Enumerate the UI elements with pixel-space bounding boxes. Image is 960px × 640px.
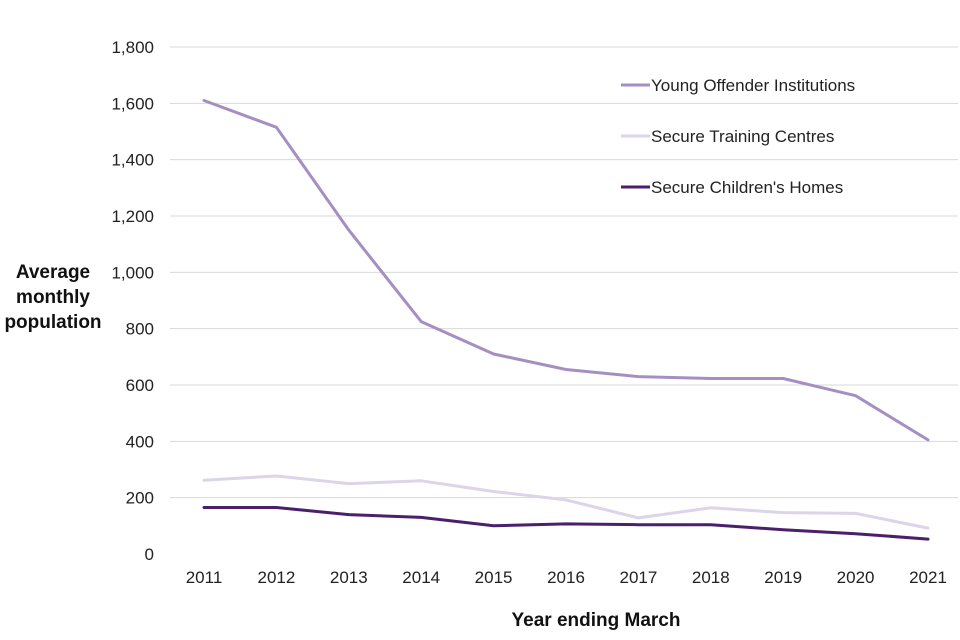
series-young-offender-institutions [202, 99, 930, 442]
y-axis-title-line-2: monthly [16, 287, 90, 308]
x-tick-label: 2016 [547, 568, 585, 587]
y-axis-title-line-3: population [4, 312, 101, 333]
series-lines [202, 99, 930, 541]
y-tick-label: 1,200 [111, 207, 154, 226]
y-tick-label: 1,000 [111, 263, 154, 282]
x-tick-label: 2011 [186, 568, 223, 587]
x-tick-label: 2012 [257, 568, 295, 587]
x-axis-title: Year ending March [512, 610, 681, 631]
series-secure-childrens-homes [202, 506, 930, 541]
legend-label-yoi: Young Offender Institutions [651, 76, 855, 95]
x-tick-label: 2018 [692, 568, 730, 587]
series-secure-training-centres [202, 474, 930, 530]
legend-label-sch: Secure Children's Homes [651, 178, 843, 197]
y-axis-ticks: 0 200 400 600 800 1,000 1,200 1,400 1,600 1,800 [111, 38, 154, 564]
y-tick-label: 600 [126, 376, 154, 395]
y-tick-label: 1,800 [111, 38, 154, 57]
y-tick-label: 800 [126, 320, 154, 339]
y-tick-label: 1,600 [111, 94, 154, 113]
y-tick-label: 0 [145, 545, 154, 564]
x-tick-label: 2020 [837, 568, 875, 587]
legend: Young Offender Institutions Secure Train… [621, 76, 855, 197]
x-tick-label: 2021 [909, 568, 947, 587]
x-axis-ticks: 2011 2012 2013 2014 2015 2016 2017 2018 2019 2020… [186, 568, 947, 587]
y-tick-label: 200 [126, 489, 154, 508]
y-tick-label: 1,400 [111, 151, 154, 170]
y-tick-label: 400 [126, 432, 154, 451]
gridlines [170, 46, 958, 499]
x-tick-label: 2015 [475, 568, 513, 587]
x-tick-label: 2014 [402, 568, 440, 587]
y-axis-title-line-1: Average [16, 262, 90, 283]
x-tick-label: 2013 [330, 568, 368, 587]
x-tick-label: 2019 [764, 568, 802, 587]
x-tick-label: 2017 [619, 568, 657, 587]
legend-label-stc: Secure Training Centres [651, 127, 834, 146]
